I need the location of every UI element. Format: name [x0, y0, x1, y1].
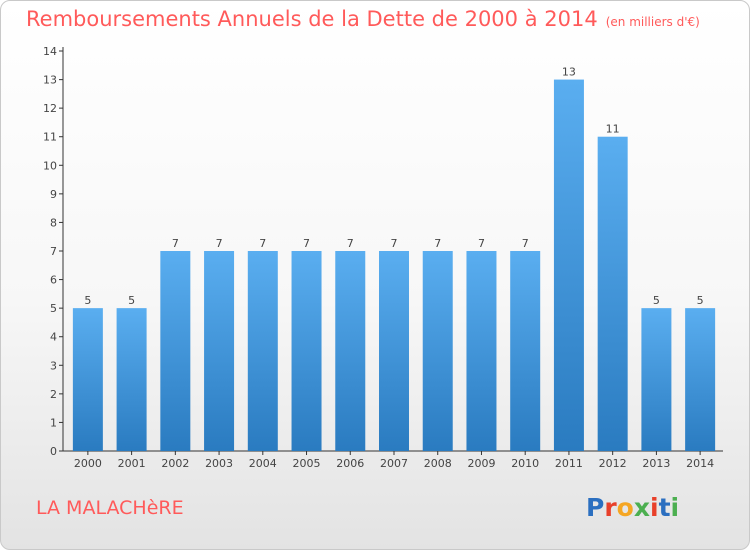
x-tick-label: 2012: [599, 457, 627, 470]
x-tick-label: 2006: [336, 457, 364, 470]
y-tick-label: 11: [43, 131, 57, 144]
logo-letter: t: [658, 493, 671, 522]
x-tick-label: 2002: [161, 457, 189, 470]
data-label: 5: [697, 294, 704, 307]
y-tick-label: 12: [43, 102, 57, 115]
x-tick-label: 2001: [118, 457, 146, 470]
x-tick-label: 2010: [511, 457, 539, 470]
y-tick-label: 0: [50, 445, 57, 458]
data-label: 7: [347, 237, 354, 250]
y-tick-label: 7: [50, 245, 57, 258]
y-tick-label: 10: [43, 159, 57, 172]
y-tick-label: 2: [50, 388, 57, 401]
x-tick-label: 2004: [249, 457, 277, 470]
y-tick-label: 4: [50, 331, 57, 344]
data-label: 7: [391, 237, 398, 250]
data-label: 5: [653, 294, 660, 307]
bar-2011: [553, 79, 584, 452]
x-tick-label: 2009: [467, 457, 495, 470]
y-tick-label: 3: [50, 359, 57, 372]
x-tick-label: 2007: [380, 457, 408, 470]
data-label: 7: [216, 237, 223, 250]
logo-letter: i: [650, 493, 659, 522]
data-label: 7: [303, 237, 310, 250]
data-label: 5: [84, 294, 91, 307]
bar-2005: [291, 251, 322, 451]
x-tick-label: 2000: [74, 457, 102, 470]
data-label: 7: [259, 237, 266, 250]
bar-2006: [335, 251, 366, 451]
x-tick-label: 2008: [424, 457, 452, 470]
bar-2010: [510, 251, 541, 451]
data-label: 7: [522, 237, 529, 250]
x-tick-label: 2013: [642, 457, 670, 470]
logo-letter: x: [633, 493, 650, 522]
data-label: 7: [478, 237, 485, 250]
data-label: 11: [606, 123, 620, 136]
y-tick-label: 5: [50, 302, 57, 315]
place-name: LA MALACHèRE: [36, 497, 184, 519]
bar-2003: [204, 251, 235, 451]
y-tick-label: 13: [43, 74, 57, 87]
data-label: 5: [128, 294, 135, 307]
bar-2002: [160, 251, 191, 451]
data-label: 7: [172, 237, 179, 250]
data-label: 13: [562, 66, 576, 79]
bar-2000: [72, 308, 103, 451]
logo-letter: P: [586, 493, 605, 522]
y-tick-label: 1: [50, 416, 57, 429]
y-tick-label: 9: [50, 188, 57, 201]
chart-title: Remboursements Annuels de la Dette de 20…: [26, 7, 700, 31]
logo-letter: r: [604, 493, 617, 522]
x-tick-label: 2014: [686, 457, 714, 470]
y-tick-label: 14: [43, 45, 57, 58]
data-label: 7: [434, 237, 441, 250]
bar-2007: [379, 251, 409, 451]
logo-letter: i: [670, 493, 680, 522]
y-tick-label: 8: [50, 216, 57, 229]
bar-2009: [466, 251, 497, 451]
x-tick-label: 2005: [293, 457, 321, 470]
y-tick-label: 6: [50, 274, 57, 287]
bar-2013: [641, 308, 672, 451]
x-tick-label: 2003: [205, 457, 233, 470]
x-tick-label: 2011: [555, 457, 583, 470]
bar-2008: [422, 251, 453, 451]
bar-2014: [685, 308, 716, 451]
bar-2012: [597, 136, 628, 451]
chart-unit: (en milliers d'€): [605, 15, 700, 29]
bar-2004: [247, 251, 278, 451]
proxiti-logo: Proxiti: [586, 493, 679, 522]
logo-letter: o: [616, 493, 634, 522]
bar-2001: [116, 308, 147, 451]
chart-title-text: Remboursements Annuels de la Dette de 20…: [26, 7, 598, 31]
